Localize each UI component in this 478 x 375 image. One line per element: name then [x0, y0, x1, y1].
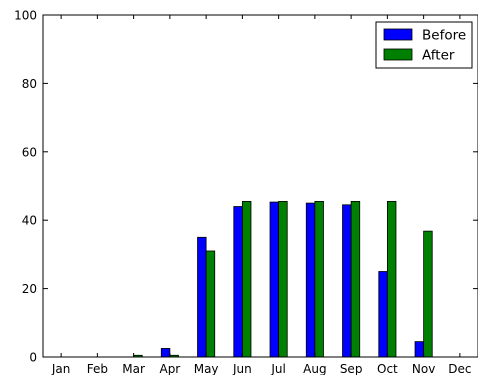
x-tick-label: Dec [448, 362, 471, 375]
x-tick-label: Jan [51, 362, 71, 375]
bar-before-apr [160, 348, 171, 358]
x-tick-label: Jul [270, 362, 285, 375]
x-tick-label: Sep [340, 362, 363, 375]
x-tick-label: Jun [232, 362, 252, 375]
legend: Before After [375, 21, 473, 69]
bar-after-nov [423, 230, 433, 358]
y-tick-label: 20 [22, 282, 37, 296]
bar-after-jun [241, 200, 252, 358]
x-tick-label: Oct [377, 362, 398, 375]
y-tick-label: 40 [22, 214, 37, 228]
legend-label-after: After [422, 48, 455, 64]
x-tick-label: Aug [303, 362, 326, 375]
x-tick-label: Nov [412, 362, 435, 375]
x-tick-label: Apr [159, 362, 180, 375]
y-tick-label: 60 [22, 145, 37, 159]
bar-before-oct [378, 271, 388, 358]
bar-before-jul [269, 201, 280, 358]
bars-layer [133, 200, 433, 358]
plot-frame [42, 14, 478, 358]
bar-after-jul [278, 200, 288, 358]
bar-before-jun [233, 206, 243, 358]
x-tick-label: Feb [87, 362, 108, 375]
bar-after-may [205, 250, 216, 358]
y-tick-label: 80 [22, 77, 37, 91]
legend-swatch-before [383, 28, 413, 41]
legend-label-before: Before [422, 28, 466, 44]
bar-before-nov [414, 341, 425, 358]
x-tick-label: May [194, 362, 219, 375]
bar-after-oct [386, 200, 397, 358]
bar-after-sep [350, 200, 361, 358]
bar-before-may [197, 236, 207, 358]
bar-before-sep [342, 204, 352, 358]
ticks-layer: Jan Feb Mar Apr May Jun Jul Aug Sep Oct Nov Dec 0 20 4… [14, 9, 478, 375]
bar-before-aug [305, 202, 316, 358]
legend-swatch-after [383, 48, 413, 61]
x-tick-label: Mar [122, 362, 145, 375]
y-tick-label: 100 [14, 9, 37, 23]
y-tick-label: 0 [29, 351, 37, 365]
bar-after-aug [314, 200, 324, 358]
